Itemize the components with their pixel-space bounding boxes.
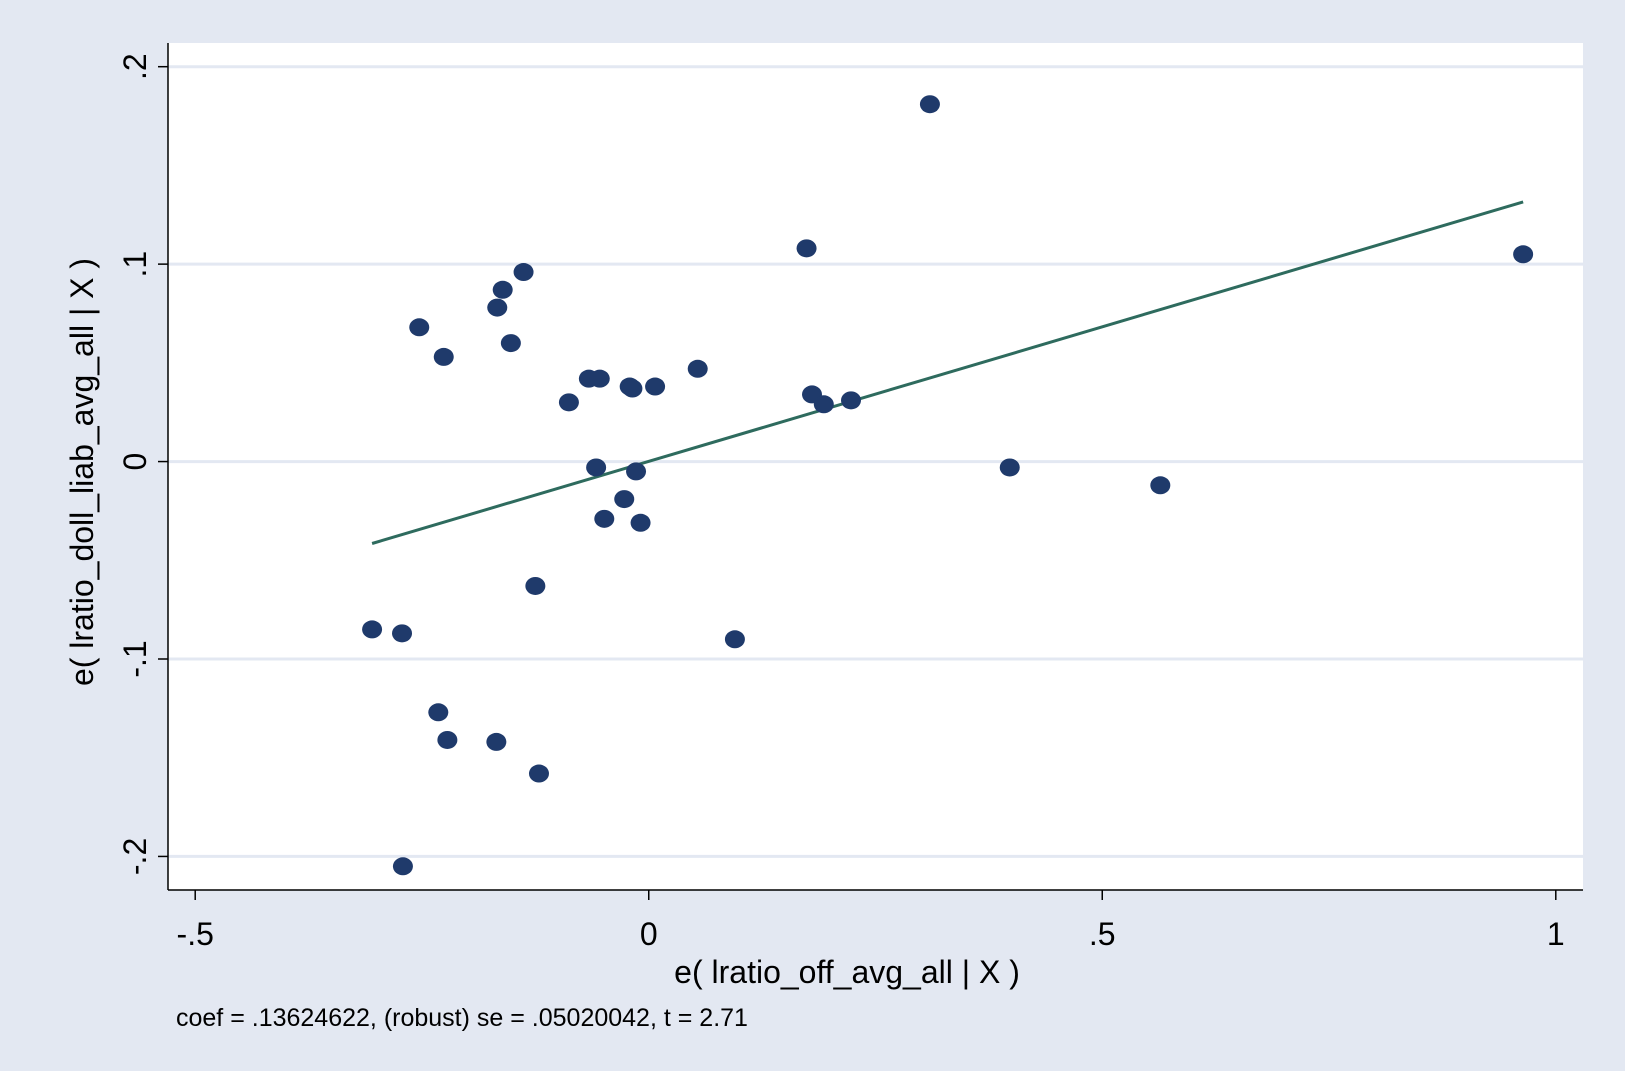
plot-area: [168, 43, 1583, 890]
data-point: [645, 377, 666, 396]
data-point: [919, 95, 940, 114]
data-point: [813, 395, 834, 414]
data-point: [492, 280, 513, 299]
axes: [167, 43, 1583, 891]
data-point: [409, 318, 430, 337]
data-point: [687, 359, 708, 378]
data-point: [513, 263, 534, 282]
y-tick-label: -.2: [117, 838, 153, 875]
y-tick-label: .1: [117, 251, 153, 278]
x-tick-label: 1: [1547, 916, 1565, 952]
data-point: [622, 379, 643, 398]
data-point: [487, 298, 508, 317]
x-tick-label: .5: [1089, 916, 1116, 952]
data-point: [437, 730, 458, 749]
data-point: [630, 513, 651, 532]
x-tick-label: -.5: [177, 916, 214, 952]
x-axis-label: e( lratio_off_avg_all | X ): [674, 954, 1020, 990]
fit-line: [371, 200, 1524, 545]
regression-note: coef = .13624622, (robust) se = .0502004…: [176, 1004, 748, 1032]
ticks: -.5 0 .5 1 -.2 -.1 0 .1 .2: [117, 53, 1565, 952]
data-point: [841, 391, 862, 410]
data-point: [525, 576, 546, 595]
gridlines: [168, 65, 1583, 858]
data-point: [528, 764, 549, 783]
data-point: [796, 239, 817, 258]
data-point: [586, 458, 607, 477]
data-point: [614, 490, 635, 509]
y-axis-label: e( lratio_doll_liab_avg_all | X ): [64, 258, 100, 686]
data-point: [999, 458, 1020, 477]
points-layer: [362, 95, 1534, 876]
y-tick-label: 0: [117, 453, 153, 471]
data-point: [626, 462, 647, 481]
data-point: [392, 857, 413, 876]
data-point: [500, 334, 521, 353]
data-point: [594, 509, 615, 528]
data-point: [486, 732, 507, 751]
data-point: [558, 393, 579, 412]
data-point: [1513, 245, 1534, 264]
data-point: [724, 630, 745, 649]
data-point: [392, 624, 413, 643]
data-point: [433, 347, 454, 366]
data-point: [362, 620, 383, 639]
y-tick-label: -.1: [117, 640, 153, 677]
data-point: [1150, 476, 1171, 495]
data-point: [428, 703, 449, 722]
fit-line-layer: [371, 200, 1524, 545]
x-tick-label: 0: [640, 916, 658, 952]
data-point: [589, 369, 610, 388]
y-tick-label: .2: [117, 53, 153, 80]
